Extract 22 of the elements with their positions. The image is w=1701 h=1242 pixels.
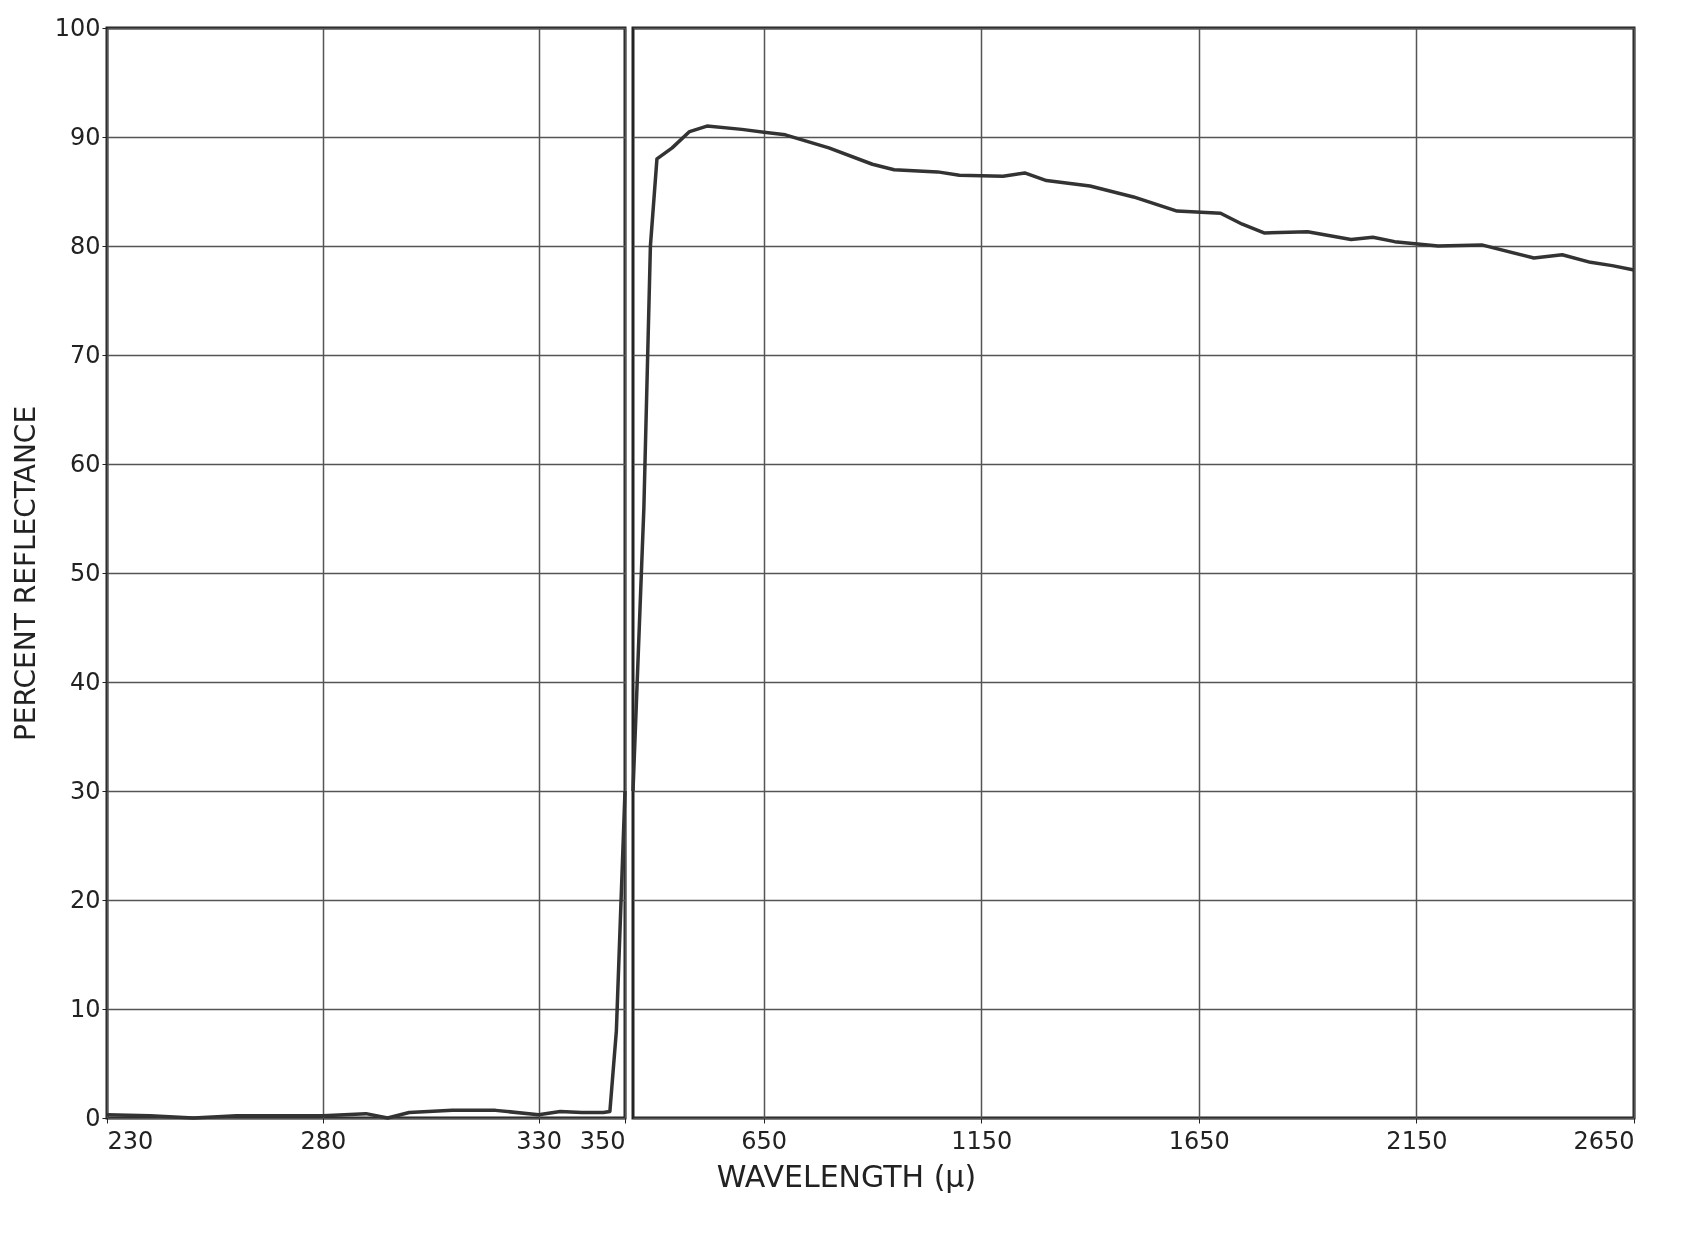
y-tick-label: 10 [69,994,101,1023]
y-tick-label: 80 [69,231,101,260]
y-tick-label: 0 [85,1103,101,1132]
y-tick-label: 20 [69,885,101,914]
x-tick-label: 2150 [1386,1126,1448,1155]
y-tick-label: 90 [69,122,101,151]
y-tick-label: 50 [69,558,101,587]
x-axis-title: WAVELENGTH (μ) [716,1159,977,1194]
y-tick-label: 60 [69,449,101,478]
y-axis-title: PERCENT REFLECTANCE [8,405,42,742]
x-tick-label: 230 [107,1126,154,1155]
x-tick-label: 1650 [1168,1126,1230,1155]
x-tick-label: 650 [741,1126,787,1155]
x-tick-label: 2650 [1573,1126,1635,1155]
x-tick-label: 1150 [951,1126,1013,1155]
x-tick-label: 330 [516,1126,563,1155]
y-tick-label: 40 [69,667,101,696]
y-tick-label: 100 [54,13,101,42]
x-tick-label: 280 [300,1126,347,1155]
x-tick-label: 350 [579,1126,626,1155]
y-tick-label: 70 [69,340,101,369]
y-tick-label: 30 [69,776,101,805]
